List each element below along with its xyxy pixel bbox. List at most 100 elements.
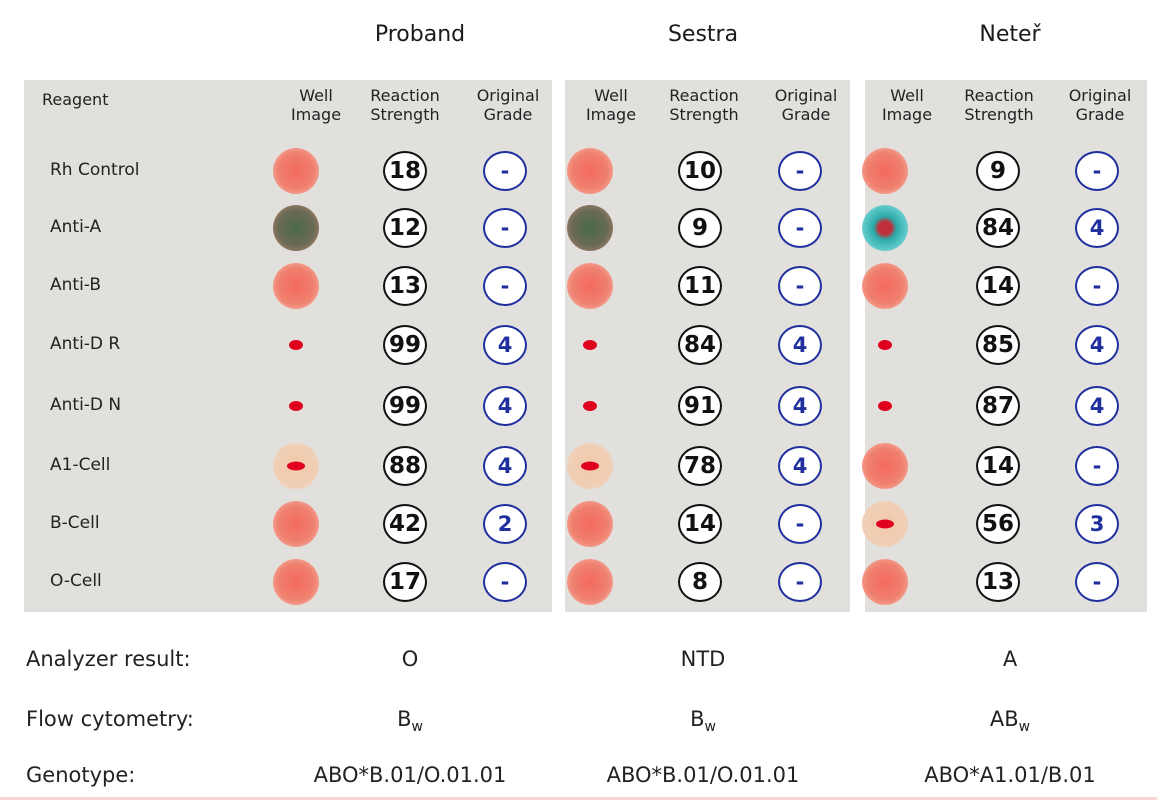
original-grade-header-line: Grade <box>483 105 533 124</box>
agglutinate-dot <box>876 519 894 529</box>
original-grade-value: - <box>778 266 822 306</box>
well-image-header-line: Well <box>594 86 628 105</box>
flow-weak-subscript: w <box>704 719 716 736</box>
well-image <box>862 263 908 309</box>
original-grade-value: 4 <box>1075 386 1119 426</box>
agglutinate-dot <box>583 340 597 350</box>
original-grade-value: - <box>483 208 527 248</box>
flow-cytometry-value: ABw <box>880 707 1140 735</box>
well-image-header-line: Image <box>290 105 342 124</box>
well-image <box>273 263 319 309</box>
reaction-strength-header-line: Strength <box>669 105 739 124</box>
reaction-strength-value: 91 <box>678 386 722 426</box>
well-image <box>567 205 613 251</box>
agglutinate-dot <box>289 401 303 411</box>
reagent-label: Anti-A <box>50 217 102 237</box>
original-grade-value: 4 <box>483 386 527 426</box>
well-image <box>273 383 319 429</box>
original-grade-header-line: Grade <box>1075 105 1125 124</box>
reaction-strength-header-line: Reaction <box>964 86 1034 105</box>
genotype-value: ABO*B.01/O.01.01 <box>606 763 800 787</box>
original-grade-value: - <box>778 151 822 191</box>
original-grade-value: 4 <box>778 386 822 426</box>
genotype-label: Genotype: <box>26 763 136 787</box>
reaction-strength-value: 85 <box>976 325 1020 365</box>
reaction-strength-value: 42 <box>383 504 427 544</box>
flow-phenotype: AB <box>989 707 1019 731</box>
well-image <box>567 263 613 309</box>
well-image <box>862 322 908 368</box>
reaction-strength-value: 14 <box>976 266 1020 306</box>
reaction-strength-value: 17 <box>383 562 427 602</box>
reaction-strength-header-line: Reaction <box>370 86 440 105</box>
original-grade-value: - <box>1075 266 1119 306</box>
original-grade-header-line: Original <box>476 86 540 105</box>
reaction-strength-value: 56 <box>976 504 1020 544</box>
original-grade-value: - <box>778 562 822 602</box>
well-image <box>862 148 908 194</box>
agglutinate-dot <box>289 340 303 350</box>
reaction-strength-value: 88 <box>383 446 427 486</box>
well-image <box>567 148 613 194</box>
well-image-header: Well Image <box>561 86 661 124</box>
reaction-strength-value: 8 <box>678 562 722 602</box>
well-image <box>862 383 908 429</box>
well-image <box>273 443 319 489</box>
original-grade-value: - <box>483 562 527 602</box>
panel-title: Sestra <box>667 22 739 47</box>
original-grade-value: - <box>483 266 527 306</box>
reaction-strength-header: Reaction Strength <box>355 86 455 124</box>
well-image <box>567 501 613 547</box>
well-image-header-line: Image <box>585 105 637 124</box>
reaction-strength-value: 9 <box>678 208 722 248</box>
reaction-strength-header-line: Strength <box>370 105 440 124</box>
reaction-strength-value: 10 <box>678 151 722 191</box>
flow-phenotype: B <box>690 707 705 731</box>
reaction-strength-header-line: Reaction <box>669 86 739 105</box>
original-grade-value: 2 <box>483 504 527 544</box>
well-image <box>273 322 319 368</box>
agglutinate-dot <box>878 401 892 411</box>
genotype-value: ABO*B.01/O.01.01 <box>313 763 507 787</box>
reaction-strength-value: 99 <box>383 325 427 365</box>
well-image <box>273 559 319 605</box>
original-grade-value: - <box>778 504 822 544</box>
result-panel: Well Image Reaction Strength Original Grade 10… <box>565 80 850 612</box>
original-grade-value: 4 <box>1075 208 1119 248</box>
panel-title: Neteř <box>979 22 1041 47</box>
original-grade-header-line: Original <box>774 86 838 105</box>
well-image <box>862 501 908 547</box>
original-grade-header: Original Grade <box>458 86 558 124</box>
flow-cytometry-value: Bw <box>280 707 540 735</box>
original-grade-value: 4 <box>1075 325 1119 365</box>
result-panel: Reagent Well Image Reaction Strength Original… <box>24 80 552 612</box>
reaction-strength-value: 78 <box>678 446 722 486</box>
well-image-header: Well Image <box>266 86 366 124</box>
reaction-strength-header: Reaction Strength <box>949 86 1049 124</box>
reagent-label: B-Cell <box>50 513 100 533</box>
original-grade-value: - <box>1075 446 1119 486</box>
analyzer-result-label: Analyzer result: <box>26 647 191 671</box>
flow-weak-subscript: w <box>411 719 423 736</box>
reaction-strength-value: 13 <box>383 266 427 306</box>
well-image <box>273 148 319 194</box>
reaction-strength-value: 14 <box>976 446 1020 486</box>
well-image <box>567 322 613 368</box>
original-grade-value: 4 <box>778 446 822 486</box>
original-grade-header: Original Grade <box>1050 86 1150 124</box>
agglutinate-dot <box>581 461 599 471</box>
genotype-value: ABO*A1.01/B.01 <box>924 763 1096 787</box>
original-grade-value: 4 <box>483 325 527 365</box>
reaction-strength-value: 84 <box>678 325 722 365</box>
reagent-label: Rh Control <box>50 160 140 180</box>
well-image <box>567 383 613 429</box>
reaction-strength-header-line: Strength <box>964 105 1034 124</box>
original-grade-header-line: Original <box>1068 86 1132 105</box>
analyzer-result-value: O <box>401 647 419 671</box>
agglutinate-dot <box>287 461 305 471</box>
well-image <box>273 205 319 251</box>
well-image <box>273 501 319 547</box>
flow-cytometry-label: Flow cytometry: <box>26 707 194 731</box>
panel-title: Proband <box>374 22 466 47</box>
reagent-label: O-Cell <box>50 571 102 591</box>
